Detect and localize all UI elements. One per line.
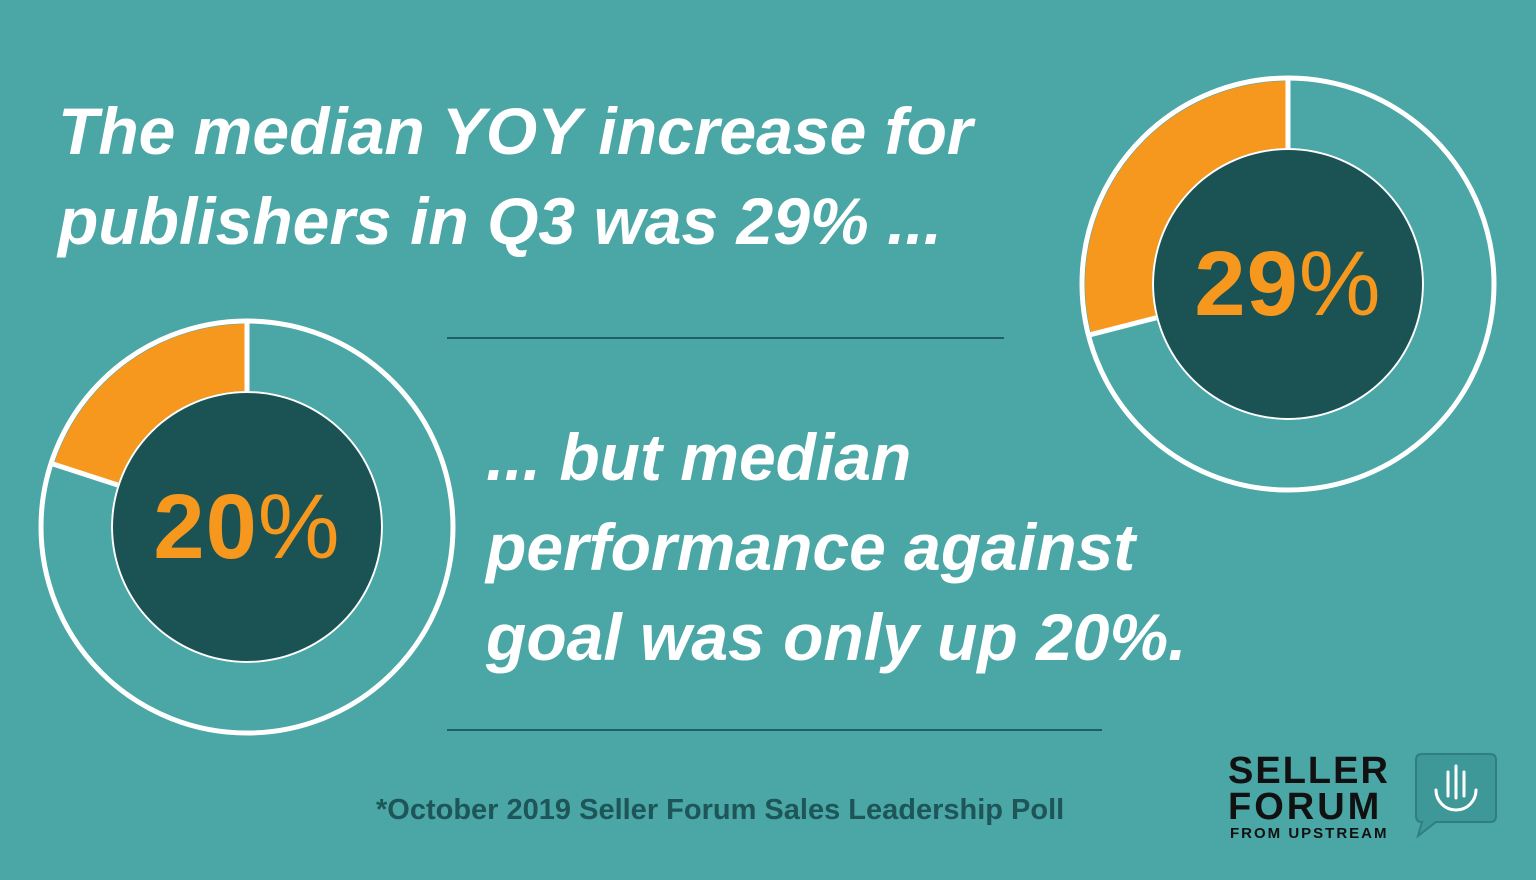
donut-slice-remainder bbox=[43, 324, 451, 730]
logo-line-2: FORUM bbox=[1228, 786, 1383, 828]
logo-line-3: FROM UPSTREAM bbox=[1230, 825, 1389, 842]
logo-line-1: SELLER bbox=[1228, 750, 1390, 792]
divider-top bbox=[447, 337, 1004, 339]
donut-slice-remainder bbox=[1091, 81, 1491, 488]
donut-center-disc bbox=[1154, 150, 1422, 418]
donut-chart-performance-vs-goal: 20% bbox=[35, 315, 459, 739]
donut-value-number: 29 bbox=[1194, 232, 1299, 335]
donut-chart-yoy-increase: 29% bbox=[1076, 72, 1500, 496]
divider-bottom bbox=[447, 729, 1102, 731]
headline-line-1: The median YOY increase for bbox=[58, 94, 973, 168]
headline: The median YOY increase for publishers i… bbox=[58, 86, 973, 266]
headline-line-2: publishers in Q3 was 29% ... bbox=[58, 184, 942, 258]
donut-value-label: 20% bbox=[35, 315, 459, 739]
percent-symbol: % bbox=[1298, 232, 1382, 335]
donut-center-disc bbox=[113, 393, 381, 661]
donut-slice-divider-end bbox=[50, 460, 119, 488]
chat-bubble-icon bbox=[1415, 753, 1497, 838]
subheadline-line-3: goal was only up 20%. bbox=[486, 600, 1187, 674]
donut-svg-2 bbox=[38, 318, 456, 736]
donut-slice-value bbox=[1085, 81, 1288, 335]
seller-forum-logo: SELLER FORUM FROM UPSTREAM bbox=[1226, 752, 1498, 844]
percent-symbol: % bbox=[257, 475, 341, 578]
subheadline-line-2: performance against bbox=[486, 510, 1136, 584]
donut-value-number: 20 bbox=[153, 475, 258, 578]
subheadline: ... but median performance against goal … bbox=[486, 412, 1187, 682]
donut-value-label: 29% bbox=[1076, 72, 1500, 496]
source-footnote: *October 2019 Seller Forum Sales Leaders… bbox=[376, 794, 1065, 826]
donut-slice-value bbox=[53, 324, 247, 485]
donut-svg-1 bbox=[1079, 75, 1497, 493]
donut-slice-divider-end bbox=[1087, 315, 1157, 338]
subheadline-line-1: ... but median bbox=[486, 420, 912, 494]
